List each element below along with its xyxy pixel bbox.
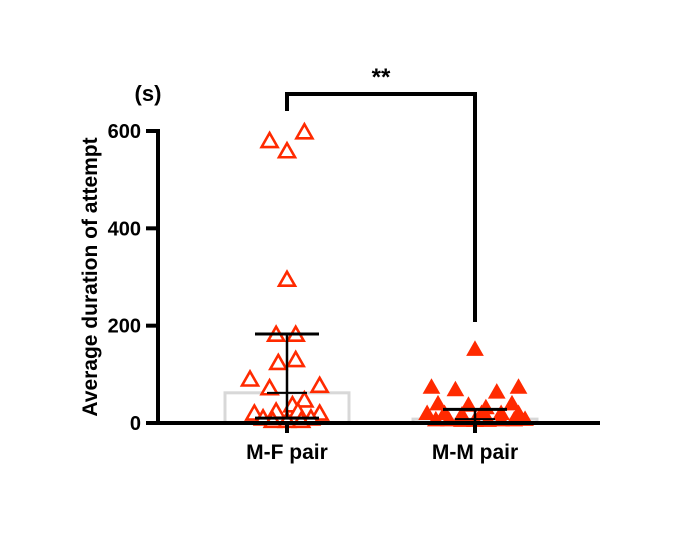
- data-point-1-11: [259, 377, 280, 396]
- axes: [146, 92, 600, 433]
- y-tick-label-2: 200: [108, 316, 141, 338]
- data-point-1-7: [268, 352, 289, 371]
- data-point-1-8: [285, 349, 306, 368]
- data-point-2-8: [459, 396, 478, 412]
- labels: Average duration of attempt (s) ** 0 200 4…: [79, 64, 518, 464]
- x-category-label-2: M-M pair: [432, 441, 518, 464]
- data-point-2-4: [446, 380, 465, 397]
- y-tick-label-1: 0: [130, 413, 141, 435]
- data-point-2-1: [466, 340, 484, 356]
- significance-label: **: [372, 64, 391, 91]
- x-category-label-1: M-F pair: [246, 441, 328, 464]
- data-point-2-7: [503, 394, 521, 411]
- data-point-1-9: [239, 368, 261, 387]
- data-points: [239, 121, 534, 429]
- y-unit-label: (s): [135, 81, 162, 106]
- data-point-1-10: [309, 375, 330, 394]
- data-point-1-2: [276, 140, 298, 159]
- data-point-2-10: [418, 404, 436, 421]
- data-point-2-6: [429, 394, 447, 411]
- significance-bracket: [285, 92, 477, 322]
- data-point-1-4: [276, 269, 298, 288]
- data-point-1-1: [259, 130, 280, 149]
- y-tick-label-3: 400: [108, 218, 141, 240]
- y-axis-label: Average duration of attempt: [79, 137, 102, 416]
- data-point-2-3: [509, 378, 528, 394]
- y-tick-label-4: 600: [108, 121, 141, 143]
- data-point-2-5: [487, 383, 506, 399]
- data-point-2-2: [422, 378, 441, 394]
- data-point-1-3: [294, 121, 315, 140]
- data-point-1-12: [294, 389, 315, 408]
